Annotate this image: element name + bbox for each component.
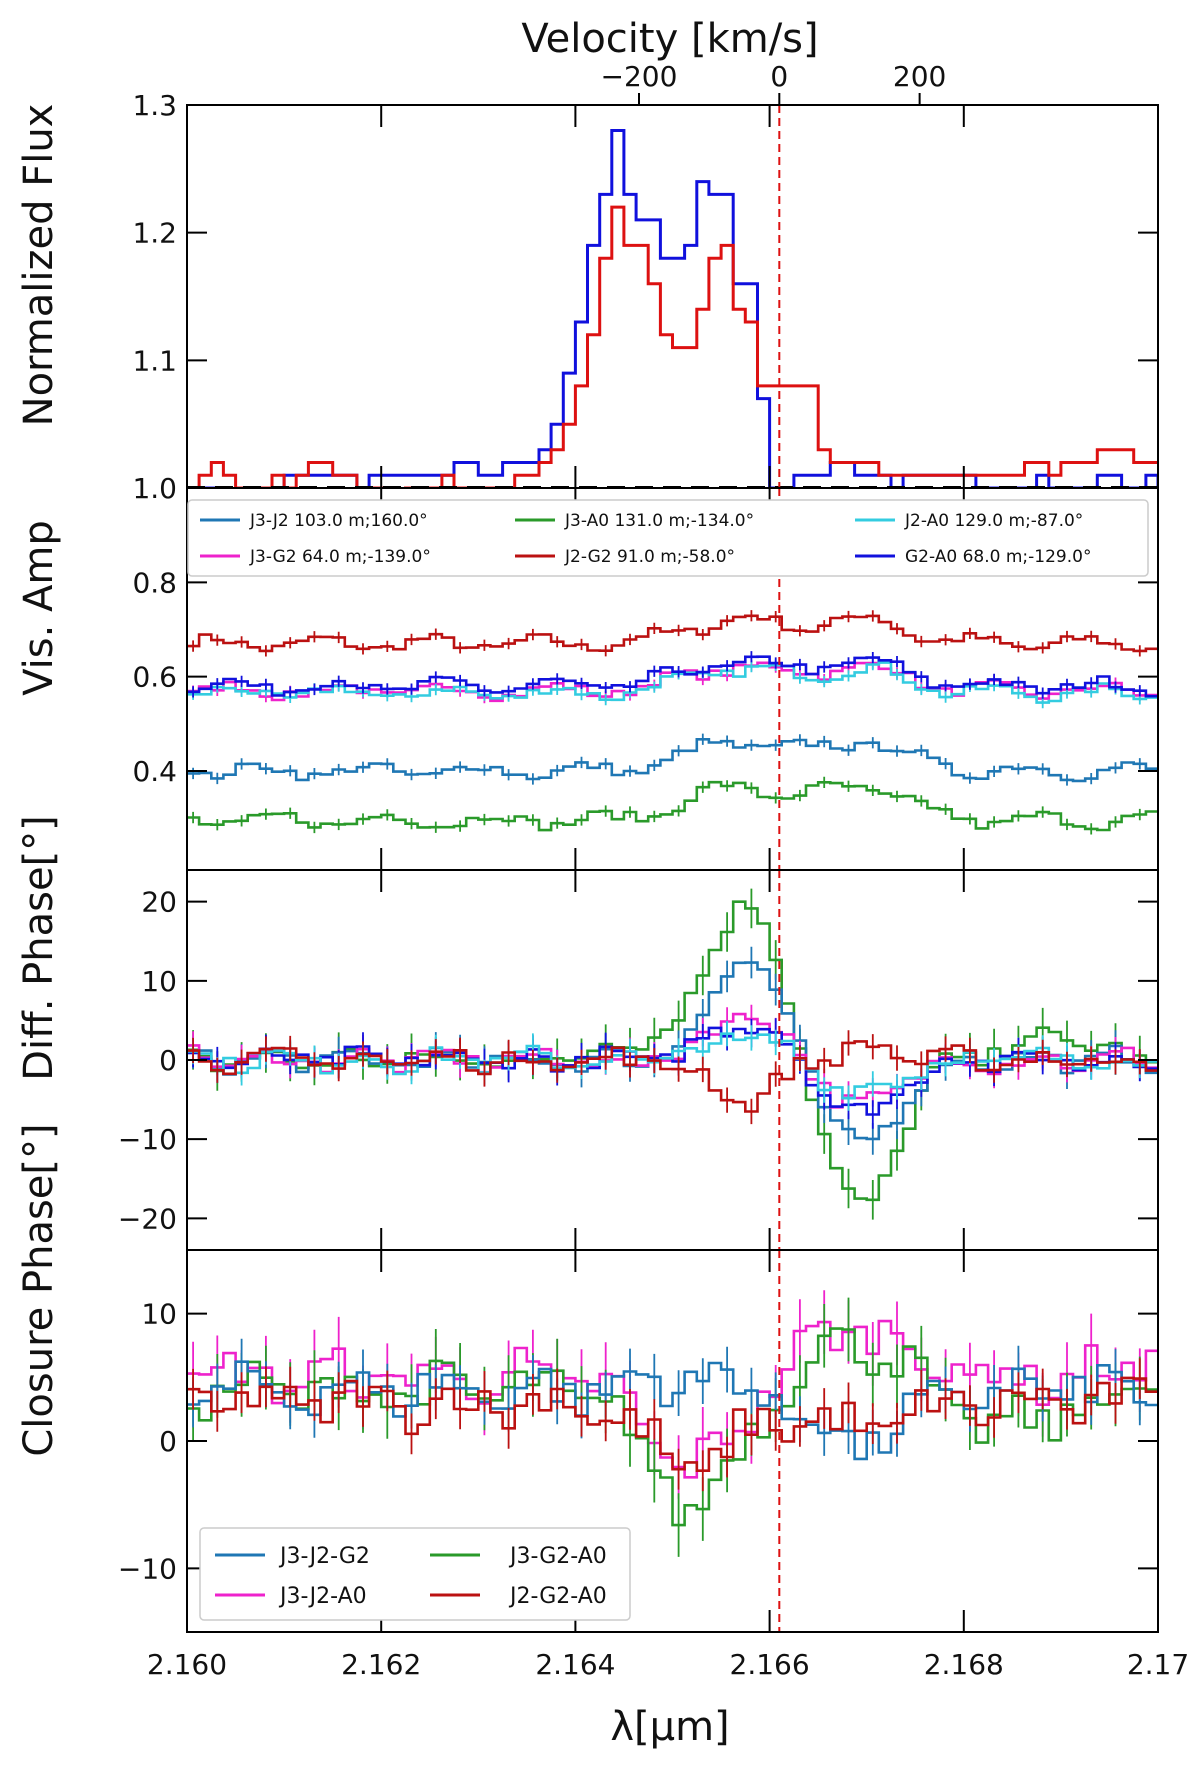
panel-2-plot-area (187, 888, 1158, 1220)
legend-label-j3-g2: J3-G2 64.0 m;-139.0° (249, 547, 431, 567)
flux-ylabel: Normalized Flux (16, 104, 62, 427)
velocity-tick-label: 0 (770, 60, 788, 93)
xtick-label: 2.168 (924, 1648, 1004, 1681)
legend-label-j3-a0: J3-A0 131.0 m;-134.0° (564, 511, 754, 531)
diffphase-errorbars-J2-G2 (192, 1030, 1141, 1125)
xtick-label: 2.160 (147, 1648, 227, 1681)
flux-panel: 1.0 1.1 1.2 1.3 (132, 89, 1159, 505)
panel-2-ytick-label: −20 (118, 1202, 177, 1235)
closurephase-series-J3-G2-A0 (187, 1327, 1158, 1527)
wavelength-xlabel: λ[μm] (610, 1704, 729, 1750)
panel-3-plot-area (187, 1290, 1158, 1557)
panel-0-plot-area (187, 129, 1158, 488)
visamp-errorbars-J3-J2 (192, 733, 1141, 786)
visamp-series-J2-A0 (187, 661, 1158, 704)
legend-label-j3-j2-a0: J3-J2-A0 (278, 1584, 367, 1609)
diff-phase-panel: −20 −10 0 10 20 (118, 869, 1159, 1251)
panel-2-ytick-label: −10 (118, 1123, 177, 1156)
visamp-series-J3-J2 (187, 738, 1158, 783)
panel-3-ytick-label: −10 (118, 1552, 177, 1585)
panel-0-ytick-label: 1.3 (132, 89, 177, 122)
velocity-ticks: −200 0 200 (601, 60, 946, 105)
legend-label-j3-g2-a0: J3-G2-A0 (508, 1544, 607, 1569)
visamp-ylabel: Vis. Amp (16, 520, 62, 696)
panel-1-ytick-label: 0.6 (132, 661, 177, 694)
panel-3-ytick-label: 0 (159, 1425, 177, 1458)
legend-label-j2-g2: J2-G2 91.0 m;-58.0° (564, 547, 735, 567)
visamp-series-J2-G2 (187, 614, 1158, 653)
xtick-label: 2.17 (1127, 1648, 1189, 1681)
panel-2-ytick-label: 10 (141, 965, 177, 998)
visamp-errorbars-J3-A0 (192, 776, 1141, 835)
diffphase-ylabel: Diff. Phase[°] (16, 815, 62, 1081)
panel-0-ytick-label: 1.1 (132, 344, 177, 377)
panel-3-ytick-label: 10 (141, 1298, 177, 1331)
closurephase-errorbars-J2-G2-A0 (192, 1358, 1141, 1492)
xtick-label: 2.162 (341, 1648, 421, 1681)
closure-legend-box (199, 1527, 631, 1621)
diffphase-series-J2-A0 (187, 1032, 1158, 1100)
velocity-axis-label: Velocity [km/s] (521, 16, 818, 62)
panel-1-ytick-label: 0.8 (132, 566, 177, 599)
velocity-tick-label: 200 (893, 60, 946, 93)
closurephase-ylabel: Closure Phase[°] (16, 1123, 62, 1456)
legend-label-g2-a0: G2-A0 68.0 m;-129.0° (905, 547, 1091, 567)
xtick-label: 2.164 (535, 1648, 615, 1681)
panel-0-ytick-label: 1.2 (132, 217, 177, 250)
xtick-label: 2.166 (730, 1648, 810, 1681)
legend-label-j2-a0: J2-A0 129.0 m;-87.0° (904, 511, 1083, 531)
panel-2-ytick-label: 0 (159, 1044, 177, 1077)
velocity-tick-label: −200 (601, 60, 678, 93)
closure-legend: J3-J2-G2 J3-G2-A0 J3-J2-A0 J2-G2-A0 (199, 1527, 631, 1621)
visamp-errorbars-J2-G2 (192, 610, 1141, 657)
visibility-legend: J3-J2 103.0 m;160.0° J3-A0 131.0 m;-134.… (187, 499, 1149, 577)
visamp-series-J3-A0 (187, 780, 1158, 832)
legend-label-j2-g2-a0: J2-G2-A0 (508, 1584, 607, 1609)
panel-1-ytick-label: 0.4 (132, 755, 177, 788)
panel-2-ytick-label: 20 (141, 886, 177, 919)
panel-1-plot-area (187, 610, 1158, 835)
visibility-legend-box (187, 499, 1149, 577)
legend-label-j3-j2: J3-J2 103.0 m;160.0° (249, 511, 428, 531)
legend-label-j3-j2-g2: J3-J2-G2 (278, 1544, 370, 1569)
flux-series-red (197, 205, 1158, 488)
visamp-errorbars-G2-A0 (192, 651, 1141, 699)
panel-0-ytick-label: 1.0 (132, 472, 177, 505)
closure-phase-panel: −10 0 10 2.160 2.162 2.164 2.166 2.168 2.17 (118, 1249, 1189, 1681)
